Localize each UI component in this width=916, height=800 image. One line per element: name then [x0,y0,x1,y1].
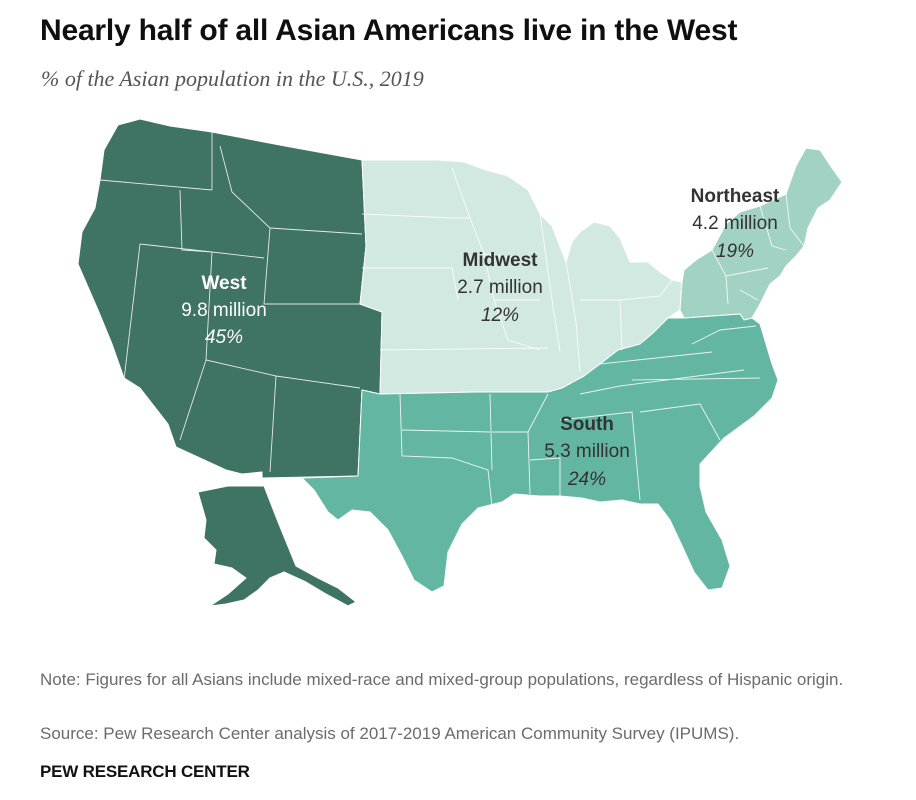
label-midwest: Midwest 2.7 million 12% [457,250,543,326]
region-northeast-share: 19% [716,241,754,262]
region-midwest-name: Midwest [463,250,539,271]
chart-source: Source: Pew Research Center analysis of … [40,724,740,743]
region-south-shape [301,313,779,593]
us-regions-map: West 9.8 million 45% Midwest 2.7 million… [77,118,843,607]
region-west-population: 9.8 million [181,300,267,321]
label-northeast: Northeast 4.2 million 19% [691,186,780,262]
region-midwest-population: 2.7 million [457,277,543,298]
region-shapes [77,118,843,607]
region-west-shape [77,118,383,479]
region-northeast-population: 4.2 million [692,213,778,234]
region-northeast-shape [679,147,843,321]
state-border-line [361,167,673,373]
region-midwest-share: 12% [481,305,519,326]
state-border-line [99,132,363,473]
brand-logo-text: PEW RESEARCH CENTER [40,762,250,781]
state-borders [99,132,805,507]
region-south-population: 5.3 million [544,441,630,462]
region-south-share: 24% [567,469,606,490]
label-south: South 5.3 million 24% [544,414,630,490]
state-border-line [711,193,805,305]
region-alaska-shape [197,485,357,607]
label-west: West 9.8 million 45% [181,273,267,348]
chart-subtitle: % of the Asian population in the U.S., 2… [41,66,424,91]
chart-note: Note: Figures for all Asians include mix… [40,670,844,689]
chart-title: Nearly half of all Asian Americans live … [40,14,738,47]
region-west-name: West [201,273,247,294]
region-west-share: 45% [205,327,243,348]
region-northeast-name: Northeast [691,186,780,207]
state-border-line [399,325,761,507]
region-south-name: South [560,414,614,435]
